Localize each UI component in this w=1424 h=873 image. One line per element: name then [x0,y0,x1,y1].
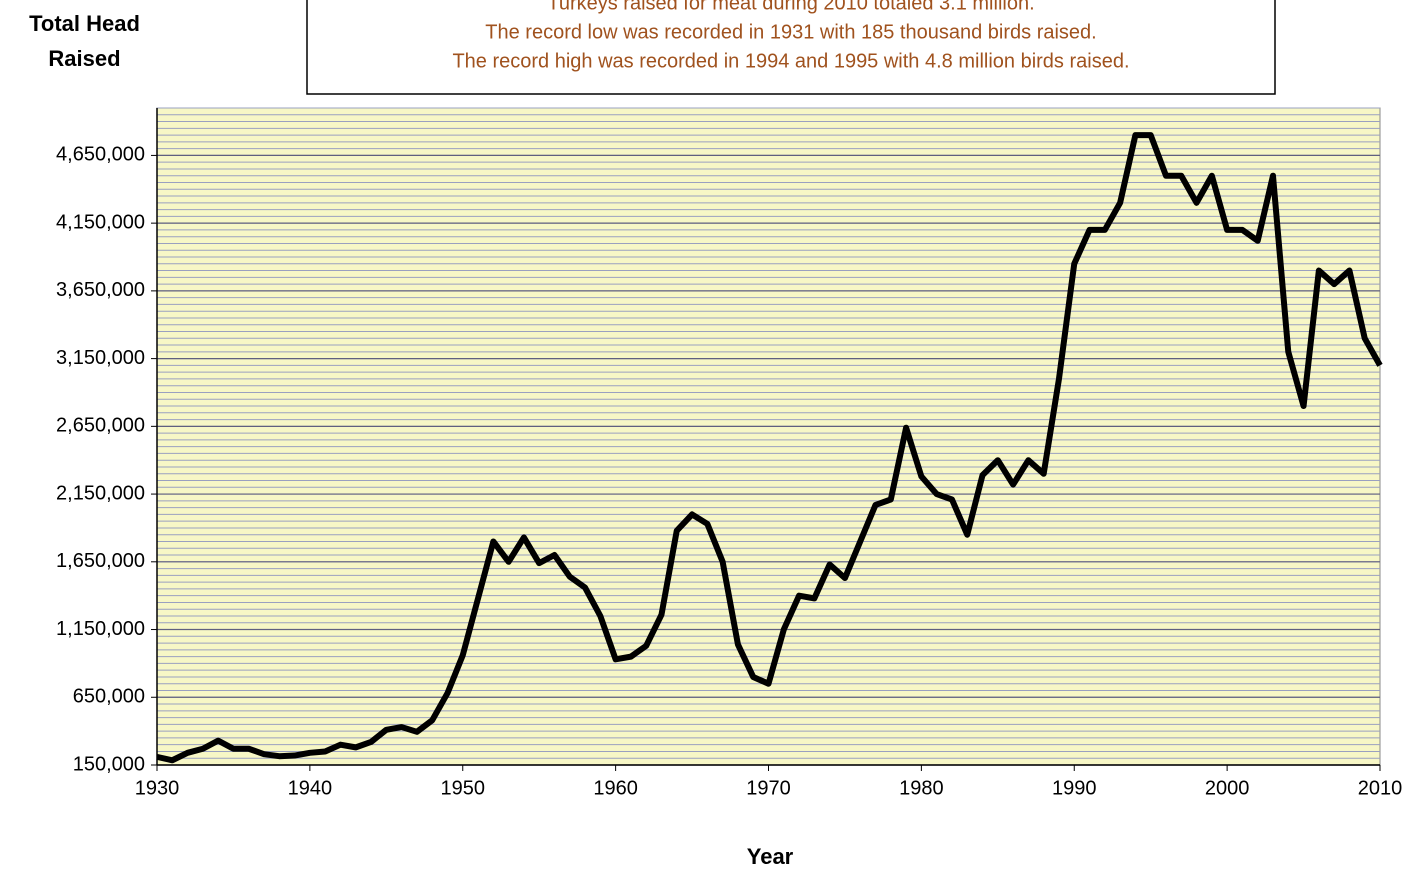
x-tick-label: 1980 [899,777,944,799]
x-axis-label: Year [747,844,794,869]
annotation: The record low was recorded in 1931 with… [485,21,1096,43]
y-tick-label: 2,150,000 [56,482,145,504]
annotation-box [306,0,1276,95]
x-tick-label: 1930 [135,777,180,799]
annotation: The record high was recorded in 1994 and… [452,50,1129,72]
x-tick-label: 2000 [1205,777,1250,799]
y-tick-label: 3,650,000 [56,279,145,301]
y-tick-label: 4,650,000 [56,144,145,166]
x-tick-label: 1960 [593,777,638,799]
y-axis-label: Total Head Raised [29,11,140,71]
plot-area [156,107,1381,766]
annotation: Turkeys raised for meat during 2010 tota… [547,0,1034,14]
y-tick-label: 650,000 [73,686,145,708]
y-tick-label: 2,650,000 [56,415,145,437]
x-tick-label: 1950 [441,777,486,799]
y-tick-label: 4,150,000 [56,211,145,233]
line [156,132,1383,764]
y-tick-label: 1,650,000 [56,550,145,572]
x-tick-label: 1990 [1052,777,1097,799]
y-tick-label: 3,150,000 [56,347,145,369]
x-tick-label: 2010 [1358,777,1403,799]
x-tick-label: 1970 [746,777,791,799]
y-tick-label: 1,150,000 [56,618,145,640]
x-tick-label: 1940 [288,777,333,799]
y-tick-label: 150,000 [73,753,145,775]
